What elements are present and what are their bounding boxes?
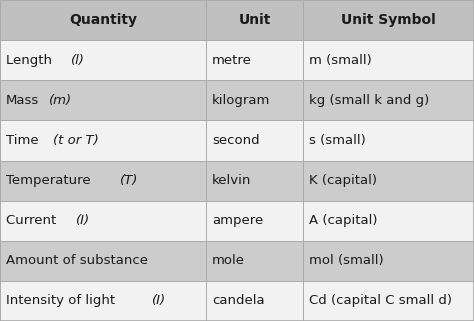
Text: Cd (capital C small d): Cd (capital C small d) <box>309 294 452 308</box>
Bar <box>0 120 206 160</box>
Text: (l): (l) <box>71 54 84 67</box>
Text: ampere: ampere <box>212 214 263 227</box>
Bar <box>303 0 474 40</box>
Bar <box>0 0 206 40</box>
Bar <box>206 160 303 201</box>
Text: kilogram: kilogram <box>212 94 270 107</box>
Text: Current: Current <box>6 214 60 227</box>
Text: A (capital): A (capital) <box>309 214 378 227</box>
Bar <box>206 0 303 40</box>
Text: mol (small): mol (small) <box>309 254 383 267</box>
Bar <box>206 241 303 281</box>
Text: m (small): m (small) <box>309 54 372 67</box>
Text: Mass: Mass <box>6 94 39 107</box>
Text: kelvin: kelvin <box>212 174 251 187</box>
Text: (T): (T) <box>120 174 139 187</box>
Text: Temperature: Temperature <box>6 174 94 187</box>
Text: (t or T): (t or T) <box>53 134 99 147</box>
Text: K (capital): K (capital) <box>309 174 377 187</box>
Text: Time: Time <box>6 134 43 147</box>
Bar <box>0 160 206 201</box>
Bar <box>0 201 206 241</box>
Bar <box>206 80 303 120</box>
Bar <box>206 120 303 160</box>
Bar <box>0 281 206 321</box>
Text: (I): (I) <box>152 294 166 308</box>
Text: kg (small k and g): kg (small k and g) <box>309 94 429 107</box>
Text: Unit: Unit <box>238 13 271 27</box>
Text: candela: candela <box>212 294 264 308</box>
Text: Intensity of light: Intensity of light <box>6 294 119 308</box>
Bar <box>0 80 206 120</box>
Bar <box>303 120 474 160</box>
Bar <box>303 40 474 80</box>
Bar <box>303 281 474 321</box>
Text: second: second <box>212 134 259 147</box>
Bar <box>303 80 474 120</box>
Text: (I): (I) <box>76 214 90 227</box>
Bar <box>206 201 303 241</box>
Text: s (small): s (small) <box>309 134 366 147</box>
Bar <box>206 40 303 80</box>
Text: Quantity: Quantity <box>69 13 137 27</box>
Bar <box>0 40 206 80</box>
Bar <box>0 241 206 281</box>
Text: mole: mole <box>212 254 245 267</box>
Text: Amount of substance: Amount of substance <box>6 254 148 267</box>
Text: Unit Symbol: Unit Symbol <box>341 13 436 27</box>
Bar <box>303 160 474 201</box>
Bar <box>303 241 474 281</box>
Text: metre: metre <box>212 54 252 67</box>
Text: (m): (m) <box>49 94 72 107</box>
Bar <box>303 201 474 241</box>
Bar <box>206 281 303 321</box>
Text: Length: Length <box>6 54 56 67</box>
